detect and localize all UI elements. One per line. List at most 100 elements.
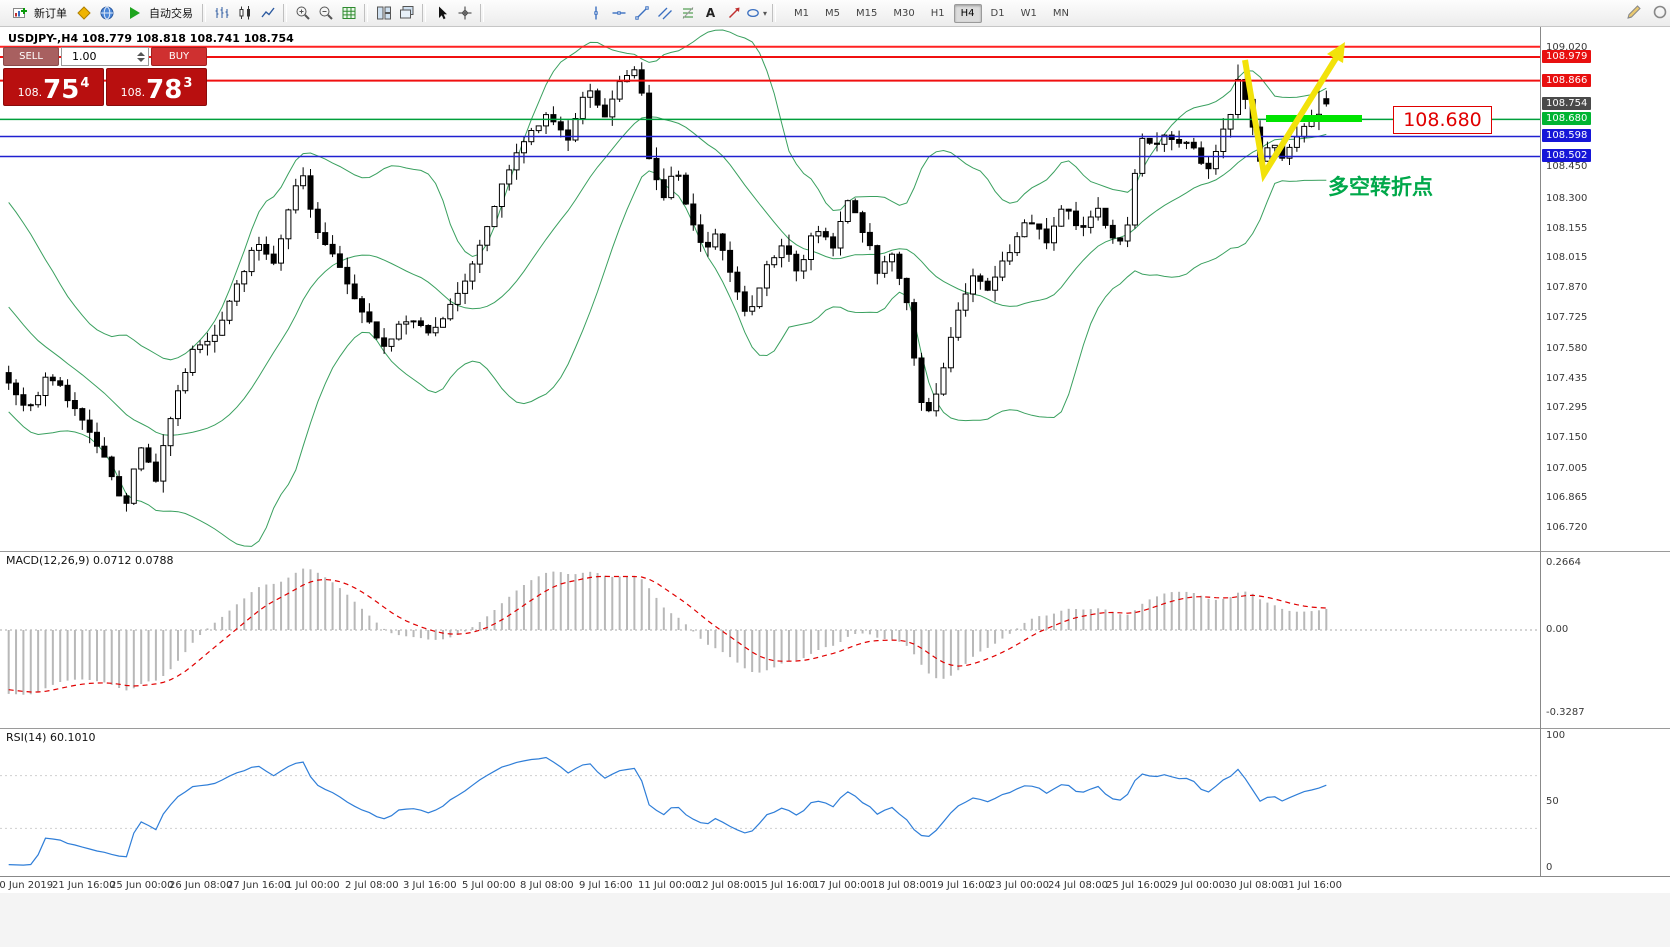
candle — [734, 271, 741, 293]
candle — [852, 200, 859, 214]
candle — [307, 175, 314, 210]
timeframe-button-m1[interactable]: M1 — [794, 7, 809, 19]
zoom-out-icon[interactable] — [314, 2, 337, 24]
candle — [955, 309, 962, 338]
lot-spinner[interactable] — [137, 51, 145, 62]
text-tool-icon[interactable]: A — [699, 2, 722, 24]
buy-button[interactable]: BUY — [151, 47, 207, 66]
toolbar-separator — [480, 4, 484, 22]
vertical-line-icon[interactable] — [584, 2, 607, 24]
candlestick-chart-icon[interactable] — [233, 2, 256, 24]
candle — [962, 293, 969, 311]
candle — [395, 323, 402, 340]
fibonacci-icon[interactable] — [676, 2, 699, 24]
candle — [336, 253, 343, 268]
shapes-icon[interactable]: ▾ — [745, 2, 768, 24]
timeframe-button-m5[interactable]: M5 — [825, 7, 840, 19]
candle — [1117, 237, 1124, 242]
timeframe-button-h4[interactable]: H4 — [953, 3, 982, 23]
candle — [5, 372, 12, 384]
time-axis-label: 8 Jul 08:00 — [520, 880, 574, 891]
sell-button[interactable]: SELL — [3, 47, 59, 66]
cascade-windows-icon[interactable] — [395, 2, 418, 24]
time-axis-label: 31 Jul 16:00 — [1282, 880, 1342, 891]
new-order-button[interactable]: 新订单 — [3, 2, 72, 24]
circle-icon[interactable] — [1652, 4, 1668, 24]
candle — [462, 280, 469, 294]
candle — [278, 238, 284, 264]
cursor-icon[interactable] — [430, 2, 453, 24]
timeframe-button-d1[interactable]: D1 — [990, 7, 1005, 19]
grid-icon[interactable] — [337, 2, 360, 24]
candle — [749, 306, 756, 312]
sell-price-box[interactable]: 108. 75 4 — [3, 68, 104, 106]
candle — [830, 236, 837, 249]
candle — [329, 243, 336, 255]
crosshair-icon[interactable] — [453, 2, 476, 24]
timeframe-button-m15[interactable]: M15 — [856, 7, 878, 19]
panel-divider[interactable] — [0, 728, 1670, 729]
candle — [167, 418, 174, 447]
price-axis-label: 107.870 — [1546, 282, 1588, 293]
price-axis-label: 107.580 — [1546, 343, 1588, 354]
candle — [1043, 228, 1050, 244]
candle — [557, 121, 564, 131]
candle — [160, 445, 167, 482]
globe-icon[interactable] — [95, 2, 118, 24]
candle — [285, 209, 292, 240]
lot-size-field[interactable]: 1.00 — [61, 47, 149, 66]
candle — [1006, 252, 1013, 262]
candle — [896, 253, 903, 279]
timeframe-button-w1[interactable]: W1 — [1020, 7, 1037, 19]
toolbar-separator — [772, 4, 776, 22]
panel-divider[interactable] — [0, 551, 1670, 552]
candle — [197, 344, 204, 350]
candle — [800, 259, 807, 272]
spinner-up-icon[interactable] — [137, 51, 145, 56]
candle — [1168, 134, 1175, 140]
candle — [756, 287, 763, 308]
channel-icon[interactable] — [653, 2, 676, 24]
macd-plot[interactable] — [0, 551, 1540, 728]
arrow-tool-icon[interactable] — [722, 2, 745, 24]
candle — [808, 235, 814, 260]
spinner-down-icon[interactable] — [137, 57, 145, 62]
candle — [116, 476, 123, 497]
timeframe-button-m30[interactable]: M30 — [893, 7, 915, 19]
timeframe-button-mn[interactable]: MN — [1052, 7, 1069, 19]
candle — [594, 90, 601, 106]
rsi-panel: RSI(14) 60.1010 — [0, 728, 1540, 876]
horizontal-line-icon[interactable] — [607, 2, 630, 24]
candle — [778, 245, 785, 259]
bollinger-lower-band — [8, 170, 1327, 547]
price-chart[interactable] — [0, 27, 1540, 551]
macd-label: MACD(12,26,9) 0.0712 0.0788 — [6, 554, 174, 567]
timeframe-button-h1[interactable]: H1 — [930, 7, 945, 19]
candle — [233, 283, 240, 302]
sell-price-big: 75 — [43, 75, 80, 105]
pencil-icon[interactable] — [1626, 4, 1642, 24]
tile-windows-icon[interactable] — [372, 2, 395, 24]
macd-name: MACD(12,26,9) — [6, 554, 90, 567]
price-axis-label: 107.295 — [1546, 402, 1588, 413]
candle — [535, 125, 542, 132]
trendline-icon[interactable] — [630, 2, 653, 24]
toolbar-separator — [283, 4, 287, 22]
autotrade-button[interactable]: 自动交易 — [118, 2, 198, 24]
macd-axis-label: 0.00 — [1546, 624, 1569, 635]
candle — [1095, 207, 1102, 218]
price-axis-label: 108.300 — [1546, 193, 1588, 204]
price-axis[interactable]: 109.020 108.979 108.866 108.754 108.680 108.5… — [1541, 27, 1670, 876]
diamond-icon[interactable] — [72, 2, 95, 24]
buy-price-box[interactable]: 108. 78 3 — [106, 68, 207, 106]
zoom-in-icon[interactable] — [291, 2, 314, 24]
candle — [123, 495, 130, 504]
time-axis-label: 11 Jul 00:00 — [638, 880, 698, 891]
candle — [454, 292, 461, 305]
candle — [27, 404, 34, 407]
line-chart-icon[interactable] — [256, 2, 279, 24]
price-level-callout: 108.680 — [1393, 106, 1492, 134]
rsi-plot[interactable] — [0, 728, 1540, 876]
bar-chart-icon[interactable] — [210, 2, 233, 24]
